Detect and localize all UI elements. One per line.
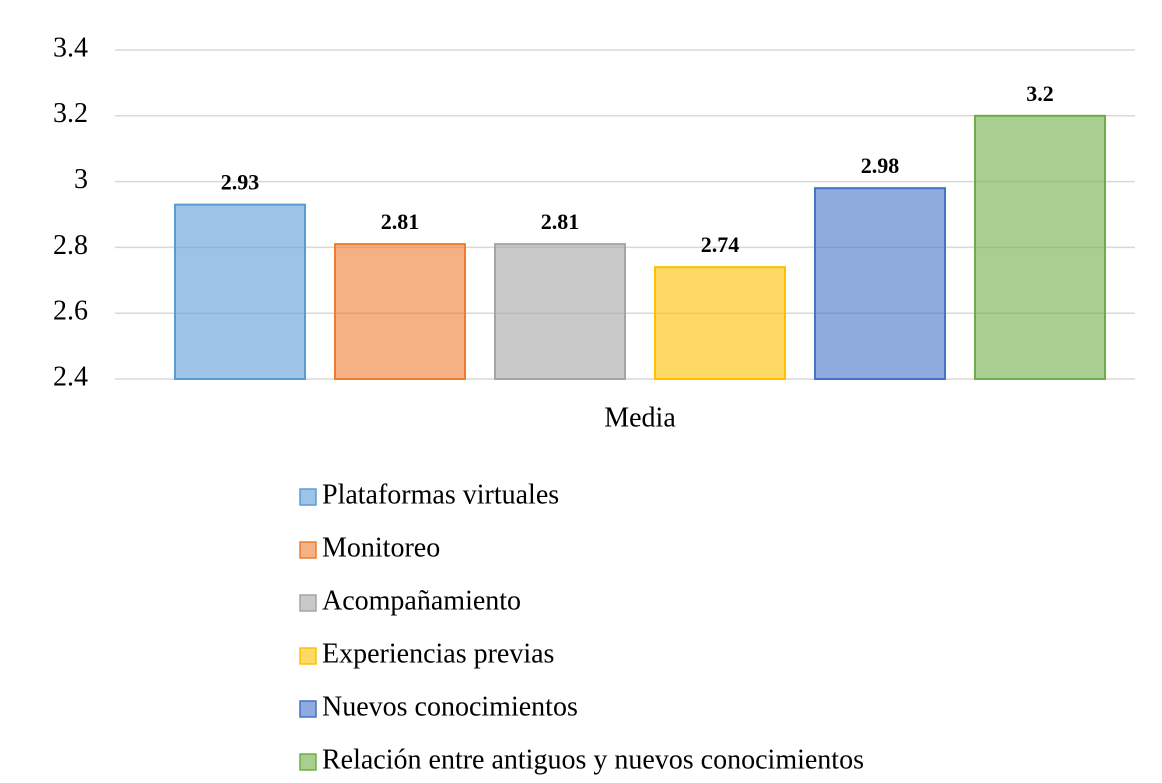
legend-swatch [299, 647, 317, 665]
legend-swatch [299, 488, 317, 506]
x-axis-label: Media [604, 402, 676, 433]
bar [174, 203, 306, 380]
bar [974, 114, 1106, 381]
data-label: 3.2 [1026, 81, 1054, 106]
bar [654, 266, 786, 381]
y-tick-label: 2.8 [53, 230, 88, 261]
legend-label: Relación entre antiguos y nuevos conocim… [322, 744, 864, 775]
legend-label: Monitoreo [322, 532, 440, 563]
y-tick-label: 3.2 [53, 98, 88, 129]
data-label: 2.81 [541, 209, 580, 234]
legend-swatch [299, 594, 317, 612]
legend-swatch [299, 700, 317, 718]
data-label: 2.74 [701, 232, 740, 257]
y-tick-label: 3.4 [53, 32, 88, 63]
y-tick-label: 2.6 [53, 296, 88, 327]
legend-swatch [299, 753, 317, 771]
bar [334, 243, 466, 380]
bar [494, 243, 626, 380]
data-label: 2.93 [221, 170, 260, 195]
legend-label: Nuevos conocimientos [322, 691, 578, 722]
legend-swatch [299, 541, 317, 559]
legend-label: Experiencias previas [322, 638, 554, 669]
legend-label: Plataformas virtuales [322, 479, 559, 510]
y-tick-label: 2.4 [53, 361, 88, 392]
legend-label: Acompañamiento [322, 585, 521, 616]
data-label: 2.81 [381, 209, 420, 234]
data-label: 2.98 [861, 153, 900, 178]
bar [814, 187, 946, 380]
y-tick-label: 3 [74, 164, 88, 195]
